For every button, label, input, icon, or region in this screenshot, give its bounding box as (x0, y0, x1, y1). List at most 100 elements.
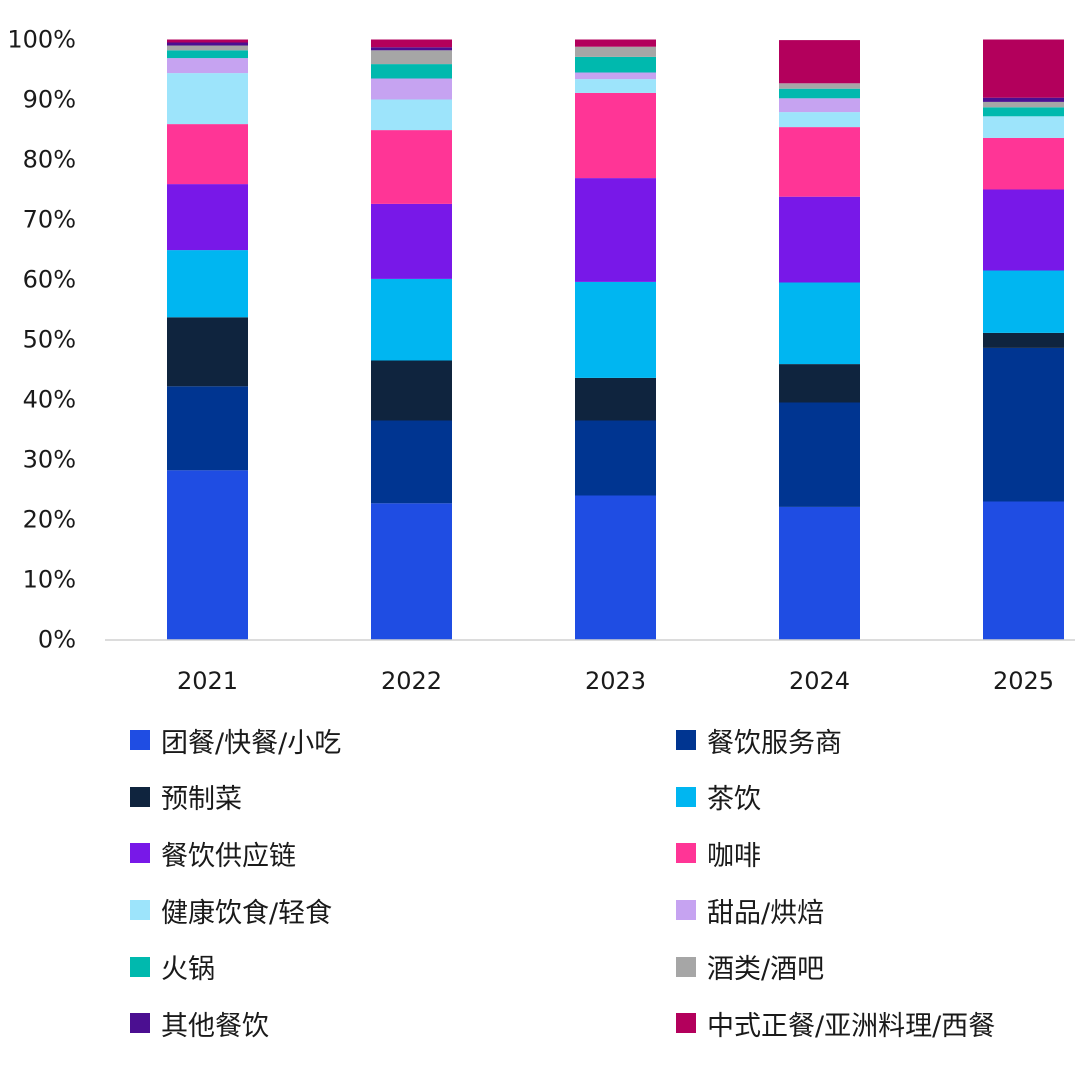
bar-segment-2024-s5 (779, 127, 860, 197)
legend-swatch (130, 730, 150, 751)
bar-segment-2025-s3 (983, 270, 1064, 333)
x-tick-label: 2024 (789, 667, 850, 695)
bar-segment-2023-s6 (575, 79, 656, 93)
legend: 团餐/快餐/小吃 餐饮服务商预制菜 茶饮餐饮供应链 咖啡健康饮食/轻食 甜品/烘焙火锅 酒… (130, 712, 1070, 1052)
legend-swatch (130, 956, 150, 977)
bar-segment-2022-s1 (371, 420, 452, 504)
legend-item: 健康饮食/轻食 (130, 882, 676, 939)
bar-segment-2022-s5 (371, 130, 452, 204)
bar-segment-2021-s8 (167, 50, 248, 59)
legend-item: 餐饮服务商 (676, 712, 1070, 769)
x-tick-label: 2022 (381, 667, 442, 695)
bar-segment-2024-s2 (779, 364, 860, 403)
legend-item: 预制菜 (130, 769, 676, 826)
y-tick-label: 10% (23, 566, 76, 594)
y-tick-label: 90% (23, 86, 76, 114)
bar-segment-2024-s7 (779, 98, 860, 113)
bar-segment-2022-s3 (371, 278, 452, 361)
legend-label: 甜品/烘焙 (707, 897, 825, 929)
bar-segment-2025-s4 (983, 189, 1064, 271)
bar-segment-2021-s3 (167, 250, 248, 318)
legend-item: 酒类/酒吧 (676, 938, 1070, 995)
bar-segment-2023-s2 (575, 377, 656, 421)
bar-segment-2024-s8 (779, 88, 860, 99)
bar-segment-2023-s0 (575, 495, 656, 640)
bar-segment-2025-s2 (983, 332, 1064, 348)
legend-label: 预制菜 (161, 784, 242, 816)
y-tick-label: 30% (23, 446, 76, 474)
legend-swatch (676, 730, 696, 751)
y-tick-label: 0% (38, 626, 76, 654)
legend-swatch (676, 786, 696, 807)
x-tick-label: 2021 (177, 667, 238, 695)
bar-segment-2022-s2 (371, 360, 452, 421)
legend-item: 茶饮 (676, 769, 1070, 826)
bar-segment-2022-s6 (371, 99, 452, 131)
bar-segment-2023-s11 (575, 39, 656, 47)
legend-item: 甜品/烘焙 (676, 882, 1070, 939)
legend-swatch (676, 900, 696, 921)
bar-segment-2024-s1 (779, 402, 860, 507)
bar-segment-2023-s3 (575, 281, 656, 378)
bar-segment-2023-s7 (575, 72, 656, 80)
legend-label: 健康饮食/轻食 (161, 897, 333, 929)
x-tick-label: 2023 (585, 667, 646, 695)
bar-segment-2021-s6 (167, 73, 248, 125)
legend-swatch (130, 843, 150, 864)
bar-segment-2021-s7 (167, 58, 248, 74)
bar-segment-2023-s9 (575, 46, 656, 57)
y-tick-label: 50% (23, 326, 76, 354)
bar-segment-2025-s11 (983, 39, 1064, 98)
bar-segment-2021-s10 (167, 42, 248, 46)
legend-label: 餐饮服务商 (707, 727, 842, 759)
bar-segment-2021-s1 (167, 386, 248, 471)
legend-label: 茶饮 (707, 784, 761, 816)
legend-label: 中式正餐/亚洲料理/西餐 (707, 1010, 996, 1042)
legend-item: 咖啡 (676, 825, 1070, 882)
bar-segment-2022-s0 (371, 503, 452, 640)
y-tick-label: 20% (23, 506, 76, 534)
bar-segment-2024-s11 (779, 40, 860, 84)
legend-label: 团餐/快餐/小吃 (161, 727, 342, 759)
bar-segment-2022-s9 (371, 50, 452, 65)
legend-item: 团餐/快餐/小吃 (130, 712, 676, 769)
legend-label: 酒类/酒吧 (707, 954, 825, 986)
y-tick-label: 70% (23, 206, 76, 234)
legend-swatch (130, 900, 150, 921)
bar-segment-2022-s11 (371, 39, 452, 48)
y-tick-label: 100% (7, 26, 76, 54)
legend-swatch (130, 1013, 150, 1034)
legend-label: 咖啡 (707, 840, 761, 872)
x-tick-label: 2025 (993, 667, 1054, 695)
stacked-bar-chart: 0%10%20%30%40%50%60%70%80%90%100% 2021 20… (7, 26, 1075, 695)
bar-segment-2021-s9 (167, 45, 248, 51)
legend-label: 餐饮供应链 (161, 840, 296, 872)
bar-segment-2025-s0 (983, 501, 1064, 640)
legend-swatch (676, 956, 696, 977)
bars-layer (167, 39, 1064, 640)
legend-swatch (676, 843, 696, 864)
legend-item: 中式正餐/亚洲料理/西餐 (676, 995, 1070, 1052)
x-axis-ticks: 2021 2022 2023 2024 2025 (177, 667, 1054, 695)
y-tick-label: 40% (23, 386, 76, 414)
bar-segment-2024-s6 (779, 112, 860, 128)
legend-swatch (130, 786, 150, 807)
bar-segment-2024-s4 (779, 196, 860, 283)
y-tick-label: 80% (23, 146, 76, 174)
legend-label: 火锅 (161, 954, 215, 986)
bar-segment-2022-s4 (371, 203, 452, 279)
bar-segment-2022-s10 (371, 47, 452, 51)
bar-segment-2022-s7 (371, 78, 452, 100)
bar-segment-2023-s5 (575, 92, 656, 179)
legend-item: 其他餐饮 (130, 995, 676, 1052)
legend-item: 餐饮供应链 (130, 825, 676, 882)
legend-label: 其他餐饮 (161, 1010, 269, 1042)
bar-segment-2025-s5 (983, 137, 1064, 190)
bar-segment-2021-s11 (167, 39, 248, 43)
bar-segment-2025-s6 (983, 116, 1064, 138)
bar-segment-2021-s4 (167, 184, 248, 251)
bar-segment-2023-s4 (575, 178, 656, 282)
y-tick-label: 60% (23, 266, 76, 294)
legend-swatch (676, 1013, 696, 1034)
bar-segment-2023-s1 (575, 420, 656, 496)
